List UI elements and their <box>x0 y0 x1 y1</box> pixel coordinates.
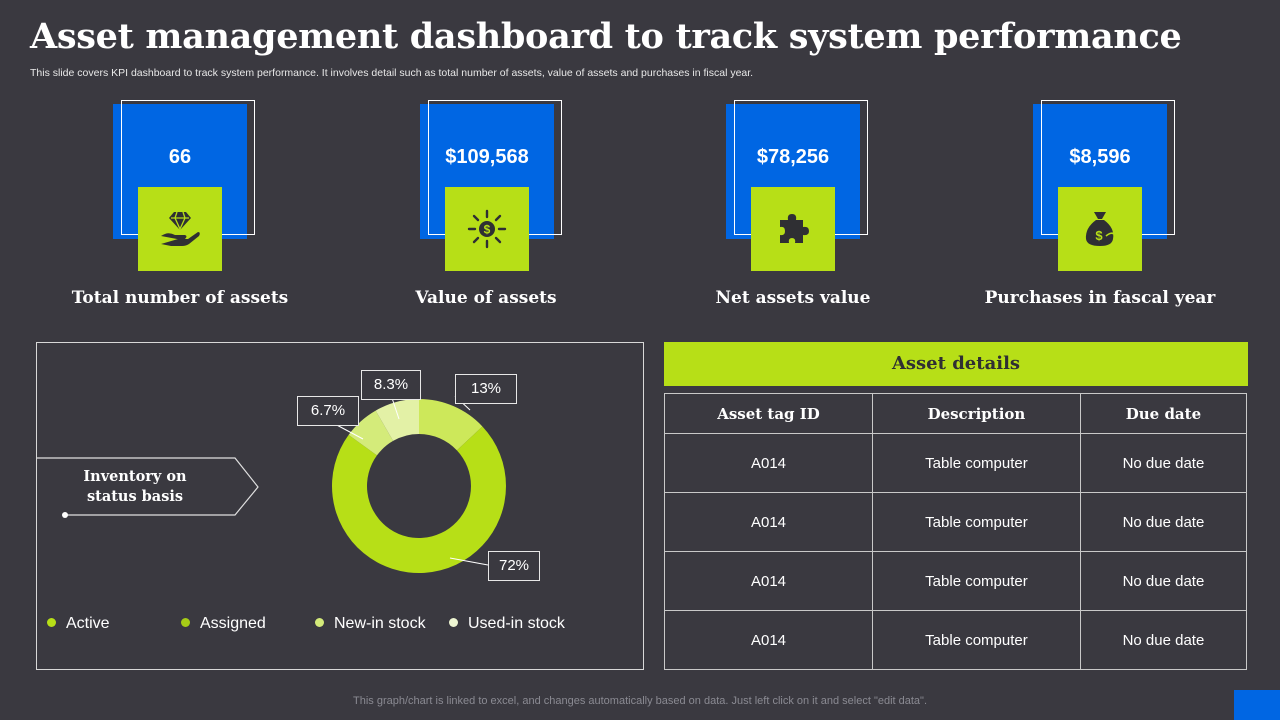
column-header: Due date <box>1079 393 1248 434</box>
inventory-chart-panel: Inventory on status basis 8.3% 13% 6.7% … <box>36 342 644 670</box>
kpi-card-net-assets: $78,256 <box>726 100 893 320</box>
diamond-hand-icon <box>161 211 200 246</box>
cell-description: Table computer <box>872 433 1081 493</box>
callout-used-in-stock: 8.3% <box>361 370 421 400</box>
kpi-label-purchases: Purchases in fascal year <box>984 288 1216 308</box>
cell-description: Table computer <box>872 551 1081 611</box>
sun-dollar-icon: $ <box>467 209 507 249</box>
kpi-value: $78,256 <box>756 146 830 168</box>
cell-asset-tag: A014 <box>664 551 873 611</box>
cell-asset-tag: A014 <box>664 433 873 493</box>
inventory-donut-chart <box>331 395 506 573</box>
kpi-label-total-assets: Total number of assets <box>71 288 289 308</box>
chart-legend: Active Assigned New-in stock Used-in sto… <box>47 615 637 637</box>
asset-details-table: Asset tag ID Description Due date A014 T… <box>664 393 1248 670</box>
kpi-card-total-assets: 66 <box>113 100 280 320</box>
inventory-label: Inventory on status basis <box>55 467 215 507</box>
table-header-row: Asset tag ID Description Due date <box>664 393 1248 434</box>
legend-label: New-in stock <box>334 615 426 632</box>
inventory-label-line1: Inventory on <box>83 468 187 485</box>
kpi-value: 66 <box>168 146 192 168</box>
corner-accent <box>1234 690 1280 720</box>
legend-dot <box>315 618 324 627</box>
page-title: Asset management dashboard to track syst… <box>30 16 1182 57</box>
callout-assigned: 13% <box>455 374 517 404</box>
kpi-card-value-assets: $109,568 $ <box>420 100 587 320</box>
cell-asset-tag: A014 <box>664 492 873 552</box>
table-row: A014 Table computer No due date <box>664 492 1248 552</box>
footer-note: This graph/chart is linked to excel, and… <box>352 695 928 707</box>
table-row: A014 Table computer No due date <box>664 610 1248 670</box>
legend-label: Used-in stock <box>468 615 565 632</box>
kpi-card-purchases: $8,596 $ <box>1033 100 1200 320</box>
cell-due-date: No due date <box>1079 610 1248 670</box>
cell-due-date: No due date <box>1079 551 1248 611</box>
callout-active: 72% <box>488 551 540 581</box>
kpi-icon-box <box>138 187 222 271</box>
slice-used-in-stock <box>348 410 394 456</box>
kpi-label-value-assets: Value of assets <box>415 288 557 308</box>
callout-new-in-stock: 6.7% <box>297 396 359 426</box>
legend-dot <box>181 618 190 627</box>
cell-due-date: No due date <box>1079 433 1248 493</box>
cell-asset-tag: A014 <box>664 610 873 670</box>
kpi-value: $109,568 <box>445 146 529 168</box>
cell-due-date: No due date <box>1079 492 1248 552</box>
kpi-icon-box: $ <box>1058 187 1142 271</box>
legend-item-new-in-stock: New-in stock <box>315 615 426 633</box>
slice-new-in-stock <box>375 399 419 441</box>
legend-item-assigned: Assigned <box>181 615 266 633</box>
money-bag-icon: $ <box>1085 212 1116 246</box>
cell-description: Table computer <box>872 492 1081 552</box>
svg-text:$: $ <box>484 223 491 237</box>
legend-dot <box>47 618 56 627</box>
puzzle-icon <box>780 214 809 243</box>
legend-label: Active <box>66 615 110 632</box>
leader-active <box>449 557 489 566</box>
column-header: Description <box>872 393 1081 434</box>
legend-item-active: Active <box>47 615 110 633</box>
leader-used-in-stock <box>391 397 400 420</box>
inventory-label-line2: status basis <box>86 488 184 505</box>
kpi-label-net-assets: Net assets value <box>715 288 871 308</box>
slice-assigned <box>419 399 483 451</box>
cell-description: Table computer <box>872 610 1081 670</box>
kpi-icon-box <box>751 187 835 271</box>
svg-text:$: $ <box>1095 228 1103 243</box>
inventory-label-tag <box>37 457 259 518</box>
column-header: Asset tag ID <box>664 393 873 434</box>
legend-dot <box>449 618 458 627</box>
page-subtitle: This slide covers KPI dashboard to track… <box>30 67 754 79</box>
legend-item-used-in-stock: Used-in stock <box>449 615 565 633</box>
slice-active <box>331 426 506 573</box>
kpi-icon-box: $ <box>445 187 529 271</box>
table-row: A014 Table computer No due date <box>664 433 1248 493</box>
asset-details-header: Asset details <box>664 342 1248 386</box>
legend-label: Assigned <box>200 615 266 632</box>
kpi-value: $8,596 <box>1069 146 1131 168</box>
table-row: A014 Table computer No due date <box>664 551 1248 611</box>
